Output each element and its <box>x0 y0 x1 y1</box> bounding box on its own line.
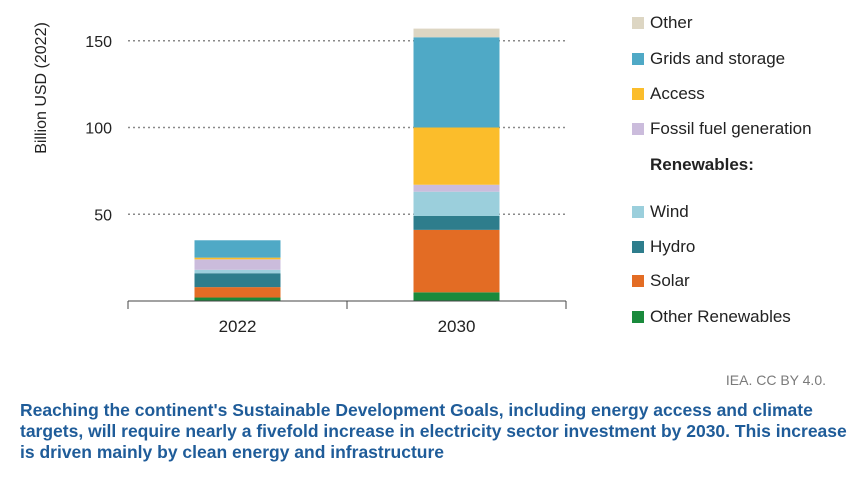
bar-segment <box>194 287 281 298</box>
figure-caption: Reaching the continent's Sustainable Dev… <box>20 400 847 462</box>
legend-label: Solar <box>650 271 690 290</box>
bar-segment <box>413 37 500 128</box>
legend-item: Grids and storage <box>632 48 785 70</box>
gridlines <box>128 40 566 215</box>
bar-segment <box>413 215 500 230</box>
bar-segment <box>413 292 500 301</box>
legend-label: Hydro <box>650 237 696 256</box>
legend-item: Other Renewables <box>632 306 791 328</box>
y-axis-label: Billion USD (2022) <box>33 22 50 154</box>
legend-swatch <box>632 17 644 29</box>
legend-item: Hydro <box>632 236 695 258</box>
x-tick-labels: 2022 2030 <box>219 317 476 336</box>
legend-swatch <box>632 275 644 287</box>
legend-swatch <box>632 88 644 100</box>
x-tick-label: 2022 <box>219 317 257 336</box>
legend-item: Access <box>632 83 705 105</box>
bar-segment <box>413 229 500 293</box>
legend-label: Wind <box>650 202 689 221</box>
x-tick-label: 2030 <box>438 317 476 336</box>
legend-swatch <box>632 311 644 323</box>
stacked-bar-chart: 50 100 150 2022 2030 Billion USD (2022) <box>33 22 567 336</box>
legend-label: Fossil fuel generation <box>650 119 812 138</box>
bar-segment <box>194 273 281 288</box>
bar-segment <box>194 297 281 301</box>
y-tick-label: 50 <box>94 207 112 224</box>
bar-segment <box>194 259 281 270</box>
legend-label: Access <box>650 84 705 103</box>
legend-item: Other <box>632 12 693 34</box>
y-tick-label: 100 <box>85 121 112 138</box>
legend-item: Solar <box>632 270 690 292</box>
y-tick-label: 150 <box>85 34 112 51</box>
bar-segment <box>413 28 500 38</box>
legend-label: Other Renewables <box>650 307 791 326</box>
bar-segment <box>194 269 281 274</box>
legend-swatch <box>632 241 644 253</box>
bar-segment <box>413 191 500 216</box>
x-axis <box>127 300 567 309</box>
bar-segment <box>194 257 281 260</box>
legend-label: Grids and storage <box>650 49 786 68</box>
bar-segment <box>413 127 500 185</box>
bars <box>194 28 500 301</box>
legend-label: Other <box>650 13 693 32</box>
bar-segment <box>413 184 500 192</box>
credit-text: IEA. CC BY 4.0. <box>725 372 826 388</box>
y-tick-labels: 50 100 150 <box>85 34 112 225</box>
legend-item: Fossil fuel generation <box>632 118 812 140</box>
legend-swatch <box>632 123 644 135</box>
legend-item: Wind <box>632 201 689 223</box>
legend-swatch <box>632 206 644 218</box>
bar-segment <box>194 240 281 258</box>
legend-renewables-heading: Renewables: <box>650 155 754 174</box>
legend-swatch <box>632 53 644 65</box>
